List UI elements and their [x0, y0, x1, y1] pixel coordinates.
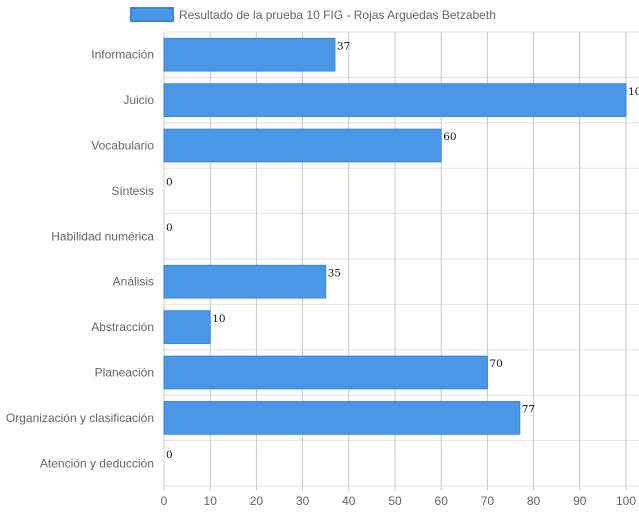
category-label: Juicio [123, 93, 154, 107]
data-label: 10 [212, 313, 225, 325]
x-tick-label: 20 [250, 494, 264, 508]
data-labels: 37 100 60 0 0 35 10 70 77 0 [166, 40, 639, 461]
x-tick-label: 60 [435, 494, 449, 508]
x-tick-label: 70 [481, 494, 495, 508]
category-label: Vocabulario [91, 139, 154, 153]
bar[interactable] [163, 83, 627, 117]
bar[interactable] [163, 128, 442, 163]
bar[interactable] [163, 37, 336, 72]
legend-swatch [130, 7, 174, 22]
bar[interactable] [163, 264, 327, 299]
category-label: Abstracción [91, 320, 154, 334]
category-label: Planeación [95, 366, 154, 380]
x-tick-label: 50 [388, 494, 402, 508]
data-label: 0 [166, 449, 173, 461]
legend[interactable]: Resultado de la prueba 10 FIG - Rojas Ar… [130, 7, 496, 22]
category-label: Análisis [113, 275, 154, 289]
category-label: Atención y deducción [40, 456, 154, 470]
x-axis-ticks: 0 10 20 30 40 50 60 70 80 90 100 [161, 486, 636, 508]
legend-label: Resultado de la prueba 10 FIG - Rojas Ar… [179, 8, 496, 22]
x-tick-label: 80 [527, 494, 541, 508]
category-label: Síntesis [111, 184, 154, 198]
x-tick-label: 100 [616, 494, 636, 508]
data-label: 100 [628, 86, 639, 98]
bars [163, 37, 627, 435]
x-tick-label: 40 [342, 494, 356, 508]
category-label: Organización y clasificación [6, 411, 154, 425]
data-label: 35 [328, 267, 341, 279]
x-tick-label: 90 [573, 494, 587, 508]
x-tick-label: 10 [204, 494, 218, 508]
data-label: 0 [166, 222, 173, 234]
category-label: Habilidad numérica [51, 229, 154, 243]
x-tick-label: 0 [161, 494, 168, 508]
data-label: 37 [337, 40, 350, 52]
bar[interactable] [163, 355, 488, 390]
data-label: 60 [443, 131, 456, 143]
bar[interactable] [163, 310, 211, 344]
bar[interactable] [163, 401, 521, 435]
data-label: 77 [522, 404, 535, 416]
category-labels: Información Juicio Vocabulario Síntesis Habi… [6, 48, 154, 471]
data-label: 70 [489, 358, 502, 370]
x-tick-label: 30 [296, 494, 310, 508]
data-label: 0 [166, 177, 173, 189]
category-label: Información [91, 48, 154, 62]
